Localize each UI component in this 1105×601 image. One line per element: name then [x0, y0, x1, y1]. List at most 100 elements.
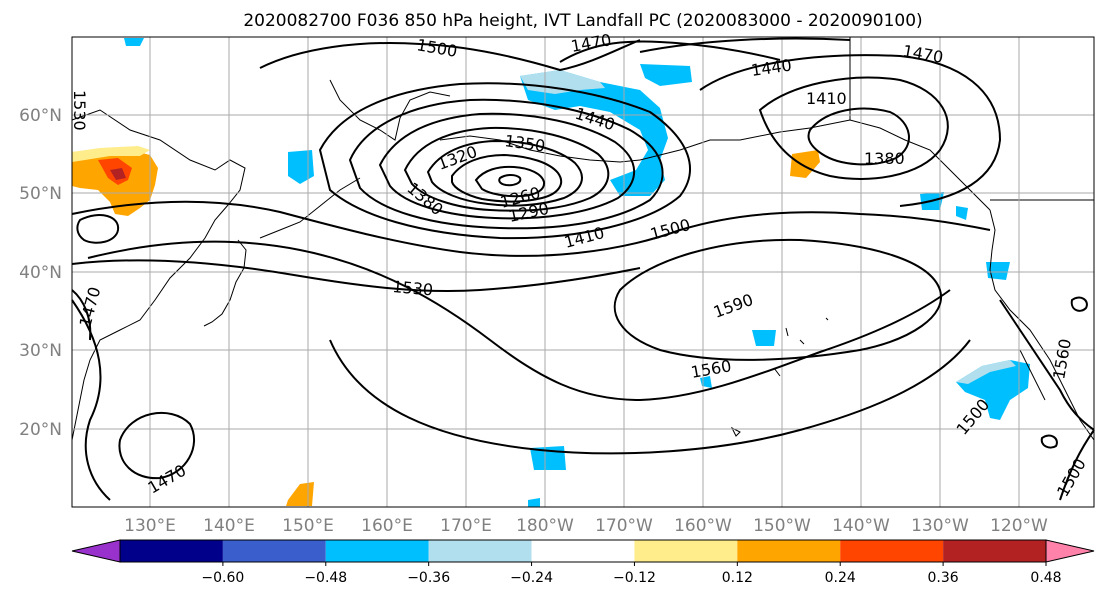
contour-1470-south [118, 411, 195, 480]
ivt-negative-region-ca [986, 262, 1010, 280]
lon-label: 170°E [440, 516, 492, 536]
gridlines [72, 37, 1094, 507]
contour-small-east1 [1070, 296, 1088, 312]
contour-1560-east [999, 299, 1095, 431]
midway-island [730, 426, 741, 437]
ivt-negative-edge-mexico [956, 360, 1016, 384]
contour-1560-south [329, 339, 971, 455]
lon-label: 140°E [203, 516, 255, 536]
lat-label: 60°N [19, 106, 62, 126]
coastline-kuril [259, 177, 361, 239]
contour-1500-north [259, 39, 641, 72]
contour-1530-mid [71, 259, 641, 293]
ivt-negative-region-north [124, 38, 144, 46]
lon-label: 180°W [516, 516, 574, 536]
contour-1590-high [613, 238, 943, 361]
contour-1470-gulf [639, 37, 851, 53]
colorbar-extend-low [71, 539, 121, 563]
map-title: 2020082700 F036 850 hPa height, IVT Land… [243, 11, 922, 31]
ivt-positive-region-asia [72, 150, 158, 216]
map-frame [71, 36, 1095, 508]
contour-1410-gulf [758, 76, 949, 180]
colorbar-tick-label: −0.60 [201, 570, 244, 586]
contour-1380-gulf [807, 107, 910, 166]
colorbar-swatch [840, 540, 944, 562]
contour-1470-north [559, 40, 781, 63]
colorbar-swatch [943, 540, 1046, 562]
coastline-japan [203, 239, 247, 327]
colorbar-tick-label: −0.48 [304, 570, 347, 586]
lat-label: 40°N [19, 263, 62, 283]
colorbar: −0.60 −0.48 −0.36 −0.24 −0.12 0.12 0.24 0.36 0.4… [71, 539, 1095, 586]
ivt-positive-region-gulf [790, 150, 820, 178]
height-contours [71, 37, 1095, 501]
ivt-negative-edge-aleutian [520, 70, 605, 94]
contour-center-low [498, 174, 522, 187]
ivt-positive-core-dark [110, 168, 126, 180]
coastline-baja [1019, 349, 1046, 401]
lat-label: 50°N [19, 184, 62, 204]
ivt-negative-region-aleutian [520, 70, 668, 196]
lon-label: 160°W [674, 516, 732, 536]
colorbar-swatch [222, 540, 326, 562]
ivt-shading [72, 38, 1030, 507]
coastline-na-west [989, 209, 1095, 441]
colorbar-swatch [120, 540, 223, 562]
contour-1380-ring [378, 112, 636, 220]
contour-1410-ring [348, 98, 664, 230]
colorbar-frame [119, 539, 1047, 563]
map-panel: 1500 1470 1440 1410 1470 1530 1440 1350 … [70, 30, 1095, 508]
lon-label: 130°E [124, 516, 176, 536]
colorbar-swatch [531, 540, 635, 562]
contour-1260-ring [474, 165, 546, 198]
contour-1440-outer [318, 82, 691, 240]
coastline-kamchatka [329, 79, 451, 141]
colorbar-tick-label: −0.12 [613, 570, 656, 586]
colorbar-swatch [634, 540, 738, 562]
ivt-negative-region-hawaii [752, 330, 776, 346]
lon-label: 150°W [753, 516, 811, 536]
latitude-labels: 60°N 50°N 40°N 30°N 20°N [19, 106, 62, 440]
colorbar-tick-label: −0.36 [407, 570, 450, 586]
ivt-positive-region-south [286, 482, 314, 506]
colorbar-tick-label: 0.24 [825, 570, 856, 586]
lon-label: 150°E [282, 516, 334, 536]
contour-1350-ring [403, 126, 610, 212]
lat-label: 30°N [19, 341, 62, 361]
contour-label: 1530 [392, 277, 434, 299]
colorbar-tick-label: 0.12 [722, 570, 753, 586]
colorbar-tick-label: 0.36 [928, 570, 959, 586]
contour-label: 1530 [70, 90, 89, 131]
coastline-asia [71, 109, 246, 441]
contour-west-loop [76, 214, 120, 244]
contour-1320-ring [426, 139, 583, 207]
contour-label: 1410 [806, 89, 847, 108]
lat-label: 20°N [19, 420, 62, 440]
colorbar-swatch [325, 540, 429, 562]
contour-1440-gulf [699, 54, 1002, 207]
ivt-negative-region-bering [640, 64, 692, 86]
colorbar-swatch [428, 540, 532, 562]
contour-1470-west [71, 289, 92, 341]
contour-1290-ring [451, 153, 563, 203]
contour-small-east2 [1040, 434, 1058, 449]
longitude-labels: 130°E 140°E 150°E 160°E 170°E 180°W 170°… [124, 516, 1048, 536]
ivt-negative-region-bc2 [956, 206, 968, 220]
colorbar-tick-label: −0.24 [510, 570, 553, 586]
lon-label: 120°W [990, 516, 1048, 536]
contour-1500-se [1059, 429, 1095, 501]
ivt-positive-edge-asia [72, 146, 150, 162]
contour-1560-subtrop [87, 240, 951, 402]
hawaii-islands [773, 317, 829, 377]
colorbar-extend-high [1045, 539, 1095, 563]
ivt-negative-region-midpac2 [528, 498, 540, 507]
lon-label: 160°E [361, 516, 413, 536]
contour-1500-mid [71, 200, 991, 257]
lon-label: 140°W [832, 516, 890, 536]
colorbar-tick-label: 0.48 [1030, 570, 1061, 586]
colorbar-swatch [737, 540, 841, 562]
contour-label: 1380 [864, 149, 905, 168]
lon-label: 130°W [911, 516, 969, 536]
lon-label: 170°W [595, 516, 653, 536]
